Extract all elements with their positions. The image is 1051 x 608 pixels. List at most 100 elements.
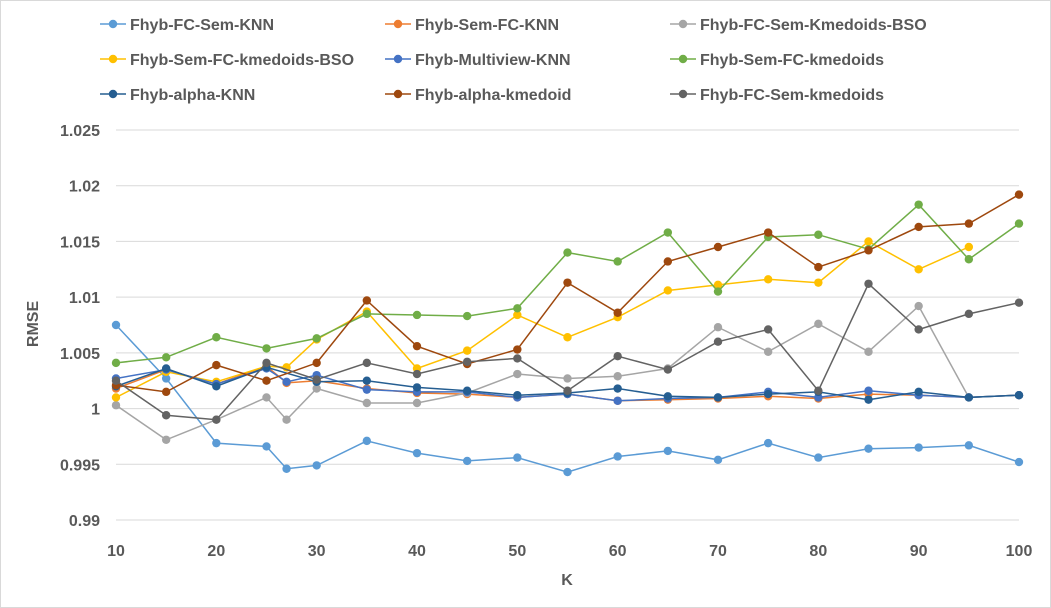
data-point (262, 442, 271, 451)
data-point (161, 411, 171, 420)
data-point (412, 383, 422, 392)
y-tick-label: 1.01 (69, 290, 100, 307)
data-point (613, 372, 622, 381)
data-point (462, 456, 472, 466)
data-point (312, 461, 321, 470)
data-point (362, 436, 372, 446)
data-point (613, 257, 622, 266)
data-point (663, 228, 673, 237)
data-point (914, 387, 923, 397)
data-point (1014, 190, 1024, 199)
data-point (814, 453, 823, 462)
x-tick-label: 60 (609, 543, 627, 560)
legend-label: Fhyb-alpha-kmedoid (415, 87, 571, 104)
data-point (563, 248, 572, 257)
data-point (864, 246, 873, 255)
data-point (513, 453, 522, 462)
x-axis-title: K (561, 572, 573, 589)
data-point (814, 278, 823, 287)
data-point (312, 358, 321, 368)
data-point (864, 444, 873, 453)
data-point (713, 455, 723, 465)
legend-label: Fhyb-FC-Sem-KNN (130, 17, 274, 34)
data-point (412, 448, 422, 458)
data-point (212, 382, 221, 391)
data-point (763, 275, 773, 284)
data-point (713, 280, 723, 290)
data-point (161, 364, 171, 373)
data-point (713, 242, 723, 252)
legend-marker (108, 54, 118, 64)
data-point (964, 393, 974, 402)
data-point (763, 347, 773, 356)
x-tick-label: 50 (508, 543, 526, 560)
data-point (964, 219, 974, 228)
legend-marker (393, 89, 403, 99)
data-point (462, 346, 472, 355)
x-tick-label: 80 (809, 543, 827, 560)
data-point (563, 467, 572, 477)
data-point (362, 358, 372, 368)
data-point (362, 296, 372, 305)
data-point (713, 393, 723, 402)
y-tick-label: 1 (91, 402, 100, 419)
data-point (613, 308, 622, 317)
legend-item: Fhyb-Sem-FC-kmedoids (670, 52, 884, 69)
data-point (713, 323, 723, 332)
data-point (362, 376, 372, 385)
y-axis-title: RMSE (25, 301, 42, 348)
data-point (663, 446, 673, 456)
data-point (964, 255, 974, 264)
data-point (814, 386, 823, 395)
data-point (964, 309, 974, 319)
legend-marker (678, 19, 688, 29)
series-layer (111, 190, 1024, 477)
data-point (111, 393, 121, 402)
legend-label: Fhyb-Multiview-KNN (415, 52, 571, 69)
x-axis-ticks: 10 20 30 40 50 60 70 80 90 100 (107, 543, 1032, 560)
data-point (462, 311, 472, 321)
data-point (964, 242, 974, 252)
data-point (513, 391, 522, 400)
data-point (212, 360, 221, 370)
data-point (563, 278, 572, 287)
data-point (563, 333, 572, 342)
data-point (814, 230, 823, 239)
data-point (563, 386, 572, 395)
data-point (914, 265, 923, 274)
data-point (262, 393, 271, 402)
data-point (262, 376, 271, 385)
data-point (513, 369, 522, 379)
data-point (161, 435, 171, 444)
data-point (914, 443, 923, 452)
data-point (312, 384, 321, 393)
legend-item: Fhyb-Sem-FC-kmedoids-BSO (100, 52, 354, 69)
data-point (513, 304, 522, 313)
legend-marker (678, 89, 688, 99)
data-point (513, 310, 522, 320)
data-point (914, 200, 923, 209)
data-point (412, 398, 422, 408)
x-tick-label: 30 (308, 543, 326, 560)
legend-item: Fhyb-FC-Sem-KNN (100, 17, 274, 34)
data-point (462, 386, 472, 395)
data-point (613, 452, 622, 461)
x-tick-label: 10 (107, 543, 125, 560)
data-point (362, 385, 372, 394)
data-point (111, 376, 121, 385)
data-point (763, 389, 773, 399)
data-point (663, 392, 673, 401)
data-point (513, 354, 522, 363)
legend-label: Fhyb-FC-Sem-kmedoids (700, 87, 884, 104)
y-tick-label: 1.02 (69, 179, 100, 196)
data-point (663, 286, 673, 295)
data-point (212, 415, 221, 424)
x-tick-label: 20 (207, 543, 225, 560)
data-point (763, 325, 773, 334)
legend-item: Fhyb-Multiview-KNN (385, 52, 571, 69)
legend-marker (108, 89, 118, 99)
y-tick-label: 1.005 (60, 346, 100, 363)
legend-item: Fhyb-FC-Sem-kmedoids (670, 87, 884, 104)
data-point (462, 357, 472, 366)
